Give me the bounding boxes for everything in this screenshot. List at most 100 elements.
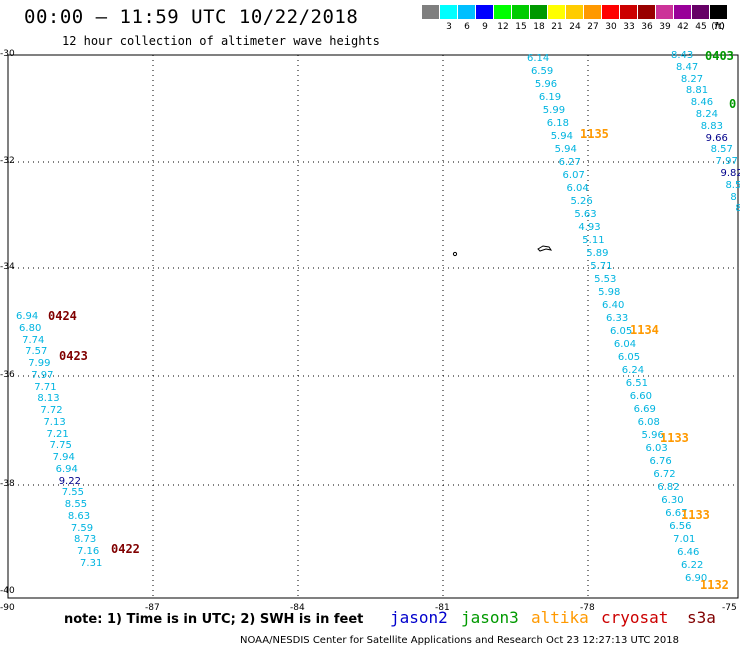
lat-tick-label: -30 <box>0 49 15 59</box>
legend-swatch <box>440 5 457 19</box>
right-track-value: 7.97 <box>715 156 738 168</box>
legend-swatch <box>620 5 637 19</box>
legend-swatch <box>656 5 673 19</box>
gridlines <box>8 55 738 598</box>
legend-label: 12 <box>497 22 509 32</box>
pass-time-0403: 0403 <box>705 49 734 63</box>
footer-note: note: 1) Time is in UTC; 2) SWH is in fe… <box>64 612 364 627</box>
lon-tick-label: -87 <box>145 603 160 613</box>
left-track-value: 7.97 <box>31 369 54 381</box>
left-track-value: 7.99 <box>28 358 51 369</box>
right-track-value: 8.27 <box>680 73 704 85</box>
middle-track-value: 6.72 <box>653 469 676 480</box>
lon-tick-label: -81 <box>435 603 450 613</box>
satellite-jason2: jason2 <box>390 608 448 627</box>
legend-label: 30 <box>605 22 617 32</box>
plot-frame <box>7 54 739 599</box>
legend-swatch <box>530 5 547 19</box>
legend-swatch <box>566 5 583 19</box>
left-track-value: 6.94 <box>55 463 78 475</box>
middle-track-value: 5.53 <box>594 274 617 285</box>
legend-label: 3 <box>446 22 452 32</box>
middle-track-value: 6.24 <box>621 365 645 376</box>
map-title: 00:00 – 11:59 UTC 10/22/2018 <box>24 6 359 28</box>
left-track-value: 8.55 <box>64 499 88 510</box>
legend-swatch <box>584 5 601 19</box>
satellite-jason3: jason3 <box>461 608 519 627</box>
middle-track-value: 6.76 <box>649 456 672 467</box>
legend-swatch <box>674 5 691 19</box>
middle-track-value: 6.59 <box>530 66 554 77</box>
left-track-value: 7.75 <box>49 440 72 452</box>
middle-track-value: 6.69 <box>633 404 656 415</box>
legend-swatch <box>422 5 439 19</box>
legend-label: 70 <box>713 22 725 32</box>
legend-label: 39 <box>659 22 671 32</box>
lon-tick-label: -90 <box>0 603 15 613</box>
middle-track-value: 5.71 <box>590 261 613 272</box>
legend-label: 27 <box>587 22 599 32</box>
left-track-value: 7.71 <box>34 381 57 393</box>
lon-tick-label: -75 <box>722 603 737 613</box>
middle-track-value: 5.26 <box>570 196 593 207</box>
middle-track-value: 6.19 <box>538 92 562 103</box>
legend-label: 6 <box>464 22 470 32</box>
right-track-value: 8 <box>730 191 737 203</box>
right-track-value: 8.24 <box>695 109 719 120</box>
middle-track-value: 7.01 <box>673 534 696 545</box>
middle-track-value: 6.51 <box>625 378 649 389</box>
left-track-value: 7.31 <box>80 557 103 569</box>
lon-tick-label: -78 <box>580 603 595 613</box>
middle-track-value: 5.89 <box>586 248 609 259</box>
pass-time-1134: 1134 <box>630 323 659 337</box>
left-track-value: 6.80 <box>19 322 42 334</box>
middle-track-value: 5.94 <box>554 144 577 155</box>
left-track-value: 8.13 <box>37 393 60 405</box>
left-track-value: 7.16 <box>77 546 100 557</box>
right-track-value: 8.81 <box>685 85 709 97</box>
legend-unit: (ft) <box>711 22 725 32</box>
middle-track-value: 6.05 <box>617 352 641 363</box>
satellite-s3a: s3a <box>687 608 716 627</box>
pass-time-1133-a: 1133 <box>660 431 689 445</box>
middle-track-value: 6.90 <box>685 573 708 584</box>
middle-track-value: 6.56 <box>669 521 692 532</box>
legend-label: 33 <box>623 22 635 32</box>
middle-track-value: 6.05 <box>609 326 633 337</box>
right-track-value: 8.46 <box>690 97 714 109</box>
middle-track-value: 5.63 <box>574 209 597 220</box>
middle-track-value: 6.07 <box>562 170 585 181</box>
left-track-value: 7.94 <box>52 452 75 463</box>
right-track-value: 8.43 <box>671 50 694 61</box>
middle-track-value: 6.03 <box>645 443 668 454</box>
middle-track-value: 6.33 <box>606 313 629 324</box>
legend-swatch <box>512 5 529 19</box>
legend-label: 36 <box>641 22 653 32</box>
pass-time-1132: 1132 <box>700 578 729 592</box>
middle-track-value: 6.08 <box>637 417 660 428</box>
middle-track-value: 5.94 <box>550 131 573 142</box>
middle-track-value: 5.96 <box>534 79 558 90</box>
credit-line: NOAA/NESDIS Center for Satellite Applica… <box>240 635 679 646</box>
legend-label: 9 <box>482 22 488 32</box>
lon-tick-label: -84 <box>290 603 305 613</box>
legend-swatch <box>476 5 493 19</box>
left-track-value: 7.57 <box>25 346 48 358</box>
middle-track-value: 6.67 <box>665 508 688 519</box>
legend-swatch <box>494 5 511 19</box>
lat-tick-label: -36 <box>0 370 15 380</box>
left-track-value: 6.94 <box>16 311 39 322</box>
lat-tick-label: -38 <box>0 479 15 489</box>
island-shape <box>537 245 553 252</box>
pass-time-0424: 0424 <box>48 309 77 323</box>
pass-time-0422: 0422 <box>111 542 140 556</box>
legend-swatch <box>638 5 655 19</box>
lat-tick-label: -34 <box>0 262 15 272</box>
right-track-value: 9.66 <box>705 132 728 144</box>
legend-swatch <box>710 5 727 19</box>
middle-track-value: 6.04 <box>566 183 589 194</box>
left-track-value: 7.21 <box>46 428 69 440</box>
middle-track-value: 6.60 <box>629 391 652 402</box>
lat-tick-label: -40 <box>0 586 15 596</box>
